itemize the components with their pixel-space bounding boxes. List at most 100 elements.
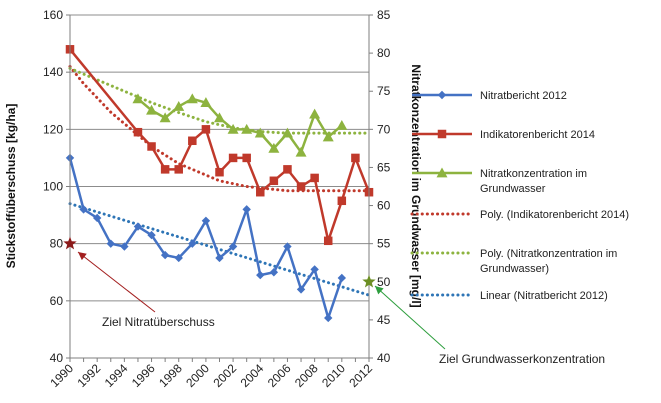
data-point <box>256 270 265 280</box>
data-point <box>310 265 319 274</box>
data-point <box>281 127 293 138</box>
data-point <box>214 112 225 123</box>
data-point <box>309 108 321 119</box>
data-point <box>201 125 211 134</box>
y-tick-label: 80 <box>50 237 64 251</box>
data-point <box>201 216 211 225</box>
data-point <box>256 187 265 197</box>
data-point <box>310 173 319 183</box>
data-series <box>65 45 374 323</box>
axes <box>66 14 373 362</box>
annotation-arrowhead <box>375 286 384 295</box>
data-point <box>322 131 334 142</box>
y-tick-label: 120 <box>43 122 63 136</box>
y-axis-title: Stickstoffüberschuss [kg/ha] <box>4 104 18 269</box>
y2-tick-label: 80 <box>377 46 391 60</box>
y-tick-label: 60 <box>50 294 64 308</box>
data-point <box>337 273 347 283</box>
data-point <box>323 236 333 246</box>
legend-marker <box>437 129 447 139</box>
y2-tick-label: 75 <box>377 84 391 98</box>
legend-label-line: Grundwasser) <box>480 263 549 275</box>
target-markers: Ziel Nitratüberschuss Ziel Grundwasserkon… <box>63 236 605 366</box>
trendlines <box>68 64 371 297</box>
y-tick-label: 160 <box>43 8 63 22</box>
legend-label-line: Nitratkonzentration im <box>480 168 587 180</box>
legend-label-line: Poly. (Nitratkonzentration im <box>480 248 617 260</box>
data-point <box>133 127 143 137</box>
data-point <box>241 123 253 134</box>
target-star <box>63 236 77 250</box>
data-point <box>336 120 348 130</box>
annotation-arrowhead <box>78 252 87 261</box>
legend-label: Nitratkonzentration im Grundwasser <box>480 168 587 195</box>
legend-label-line: Linear (Nitratbericht 2012) <box>480 290 608 302</box>
data-point <box>215 253 224 263</box>
data-point <box>200 97 212 108</box>
y2-tick-label: 45 <box>377 313 391 327</box>
data-point <box>174 165 183 174</box>
data-point <box>159 112 171 123</box>
y2-tick-label: 60 <box>377 199 391 213</box>
series-2 <box>132 93 348 157</box>
target-label: Ziel Nitratüberschuss <box>102 315 215 329</box>
data-point <box>146 104 158 115</box>
data-point <box>242 153 251 163</box>
y-tick-label: 40 <box>50 351 64 365</box>
data-point <box>120 242 129 251</box>
legend-marker <box>437 90 447 100</box>
legend-item: Nitratbericht 2012 <box>412 90 567 102</box>
data-point <box>351 153 360 163</box>
data-point <box>228 242 238 251</box>
y2-tick-label: 85 <box>377 8 391 22</box>
series-1 <box>65 45 374 246</box>
data-point <box>254 127 266 138</box>
legend-label: Indikatorenbericht 2014 <box>480 129 595 141</box>
data-point <box>242 205 251 214</box>
data-point <box>268 142 280 153</box>
y2-axis-title: Nitratkonzentration im Grundwasser [mg/l… <box>409 64 423 307</box>
legend-label-line: Indikatorenbericht 2014 <box>480 129 595 141</box>
data-point <box>296 285 306 294</box>
data-point <box>92 213 102 223</box>
y2-tick-label: 55 <box>377 237 391 251</box>
data-point <box>228 153 238 163</box>
data-point <box>79 205 88 214</box>
data-point <box>160 165 170 174</box>
data-point <box>133 222 143 231</box>
legend-item: Indikatorenbericht 2014 <box>412 129 595 141</box>
data-point <box>174 253 183 263</box>
y-tick-label: 140 <box>43 65 63 79</box>
legend-label: Nitratbericht 2012 <box>480 90 567 102</box>
y2-tick-label: 40 <box>377 351 391 365</box>
trendline-4 <box>68 66 371 135</box>
data-point <box>283 165 292 174</box>
legend-item: Nitratkonzentration im Grundwasser <box>412 167 587 195</box>
data-point <box>283 242 292 251</box>
data-point <box>160 250 170 260</box>
data-point <box>215 167 224 177</box>
annotation-arrow <box>77 251 156 313</box>
series-0 <box>65 153 347 323</box>
gridlines <box>70 14 369 302</box>
data-point <box>186 93 198 104</box>
legend-label: Poly. (Indikatorenbericht 2014) <box>480 209 629 221</box>
legend-label-line: Nitratbericht 2012 <box>480 90 567 102</box>
annotation-arrow <box>374 285 446 350</box>
legend-item: Linear (Nitratbericht 2012) <box>410 290 608 302</box>
data-point <box>295 146 307 157</box>
data-point <box>188 239 197 248</box>
legend-item: Poly. (Indikatorenbericht 2014) <box>410 209 629 221</box>
target-star <box>362 274 376 288</box>
y2-tick-label: 50 <box>377 275 391 289</box>
data-point <box>106 239 115 248</box>
data-point <box>269 176 279 186</box>
legend-label-line: Grundwasser <box>480 183 546 195</box>
y2-tick-label: 65 <box>377 160 391 174</box>
y-tick-label: 100 <box>43 180 63 194</box>
legend-marker <box>436 167 448 178</box>
data-point <box>324 313 333 323</box>
legend-label: Linear (Nitratbericht 2012) <box>480 290 608 302</box>
